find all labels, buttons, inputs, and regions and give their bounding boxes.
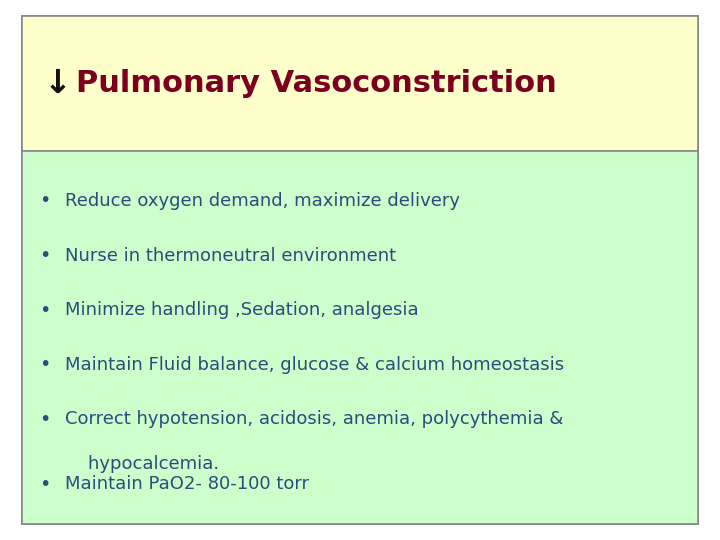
Text: Reduce oxygen demand, maximize delivery: Reduce oxygen demand, maximize delivery	[65, 192, 460, 210]
Text: Correct hypotension, acidosis, anemia, polycythemia &: Correct hypotension, acidosis, anemia, p…	[65, 410, 563, 428]
Text: Maintain PaO2- 80-100 torr: Maintain PaO2- 80-100 torr	[65, 475, 309, 493]
Text: Minimize handling ,Sedation, analgesia: Minimize handling ,Sedation, analgesia	[65, 301, 418, 319]
FancyBboxPatch shape	[22, 151, 698, 524]
Text: •: •	[40, 475, 51, 494]
Text: •: •	[40, 301, 51, 320]
Text: •: •	[40, 355, 51, 374]
Text: •: •	[40, 410, 51, 429]
Text: Nurse in thermoneutral environment: Nurse in thermoneutral environment	[65, 247, 396, 265]
Text: ↓: ↓	[43, 67, 71, 100]
FancyBboxPatch shape	[22, 16, 698, 524]
Text: Maintain Fluid balance, glucose & calcium homeostasis: Maintain Fluid balance, glucose & calciu…	[65, 356, 564, 374]
Text: hypocalcemia.: hypocalcemia.	[65, 455, 219, 473]
FancyBboxPatch shape	[22, 16, 698, 151]
Text: Pulmonary Vasoconstriction: Pulmonary Vasoconstriction	[76, 69, 557, 98]
Text: •: •	[40, 246, 51, 265]
Text: •: •	[40, 191, 51, 211]
